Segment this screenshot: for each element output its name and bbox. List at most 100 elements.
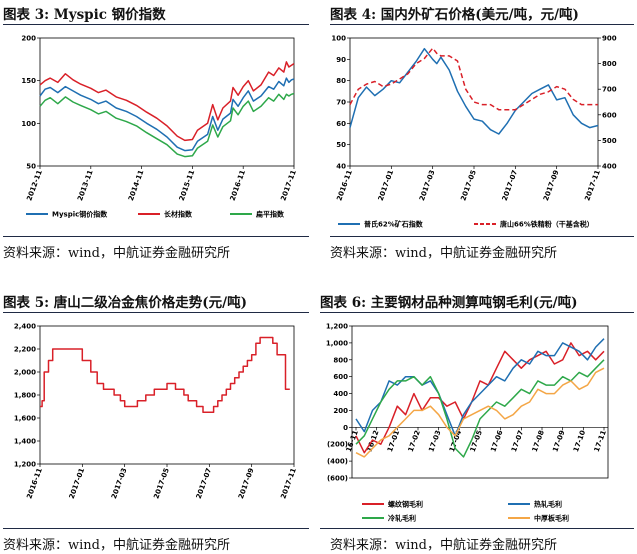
y-tick-label: 60 [336,120,346,128]
y-tick-label: 80 [336,77,346,85]
y-tick-label: 1,200 [14,461,36,469]
y-tick-label: 1,400 [14,438,36,446]
x-tick-label: 2012-11 [25,169,44,202]
x-tick-label: 17-06 [489,429,504,453]
y-tick-label: 150 [21,77,36,85]
series-line-4 [355,367,605,458]
y-tick-label: 600 [333,373,348,381]
legend-label-4: 中厚板毛利 [534,514,569,523]
y-tick-label: 90 [336,56,346,64]
chart-coke-price: 2,400 2,200 2,000 1,800 1,600 1,400 1,2002016-… [14,323,298,500]
legend-label-2: 唐山66%铁精粉（干基含税） [500,220,594,229]
panel-1-top-rule [3,24,309,25]
y-tick-label: 1,600 [14,415,36,423]
y-tick-label: 70 [336,99,346,107]
y-tick-label: 400 [333,390,348,398]
y-tick-label: 100 [331,35,346,43]
x-tick-label: 17-08 [531,429,546,453]
series-line-2 [39,61,295,142]
y-tick-label: 1,000 [326,339,348,347]
series-line-3 [355,359,605,458]
y-tick-label: (200) [327,441,348,449]
panel-4-source: 资料来源：wind，中航证券金融研究所 [330,538,557,553]
y-tick-label: 50 [26,163,36,171]
y-right-tick-label: 500 [602,137,617,145]
panel-4-title: 图表 6: 主要钢材品种测算吨钢毛利(元/吨) [320,295,578,311]
panel-2-source: 资料来源：wind，中航证券金融研究所 [330,246,557,261]
series-line-2 [355,338,605,437]
y-tick-label: 200 [333,407,348,415]
legend-label-3: 扁平指数 [256,210,285,219]
x-tick-label: 2013-11 [76,169,95,202]
series-line-1 [349,47,599,135]
legend-label-2: 长材指数 [164,210,193,219]
y-tick-label: 2,000 [14,369,36,377]
x-tick-label: 2015-11 [178,169,197,202]
panel-3-title: 图表 5: 唐山二级冶金焦价格走势(元/吨) [3,295,247,311]
series-line-1 [39,77,295,152]
series-line-2 [349,47,598,111]
legend-label-2: 热轧毛利 [534,500,562,509]
panel-4-bottom-rule [320,528,634,529]
plot-frame [351,325,609,479]
x-tick-label: 17-02 [407,429,422,453]
x-tick-label: 17-01 [386,429,401,453]
panel-2-top-rule [330,24,634,25]
y-right-tick-label: 600 [602,111,617,119]
series-line-1 [355,342,605,454]
x-tick-label: 17-11 [593,429,608,453]
y-tick-label: 800 [333,356,348,364]
legend-label-1: Myspic钢价指数 [52,210,108,219]
y-tick-label: 200 [21,35,36,43]
y-tick-label: 1,200 [326,323,348,331]
panel-4-top-rule [320,312,634,313]
y-right-tick-label: 400 [602,163,617,171]
panel-2-title: 图表 4: 国内外矿石价格(美元/吨，元/吨) [330,7,579,23]
y-right-tick-label: 800 [602,60,617,68]
x-tick-label: 2017-11 [583,169,602,202]
y-right-tick-label: 900 [602,35,617,43]
legend-label-1: 普氏62%矿石指数 [364,220,424,229]
plot-frame [39,37,295,167]
panel-1-source: 资料来源：wind，中航证券金融研究所 [3,246,230,261]
y-right-tick-label: 700 [602,86,617,94]
x-tick-label: 2017-07 [501,169,520,202]
y-tick-label: 40 [336,163,346,171]
x-tick-label: 17-09 [551,429,566,453]
y-tick-label: (600) [327,475,348,483]
x-tick-label: 2016-11 [335,169,354,202]
x-tick-label: 2017-09 [542,169,561,202]
y-tick-label: 0 [343,424,348,432]
legend-label-1: 螺纹钢毛利 [388,500,423,509]
x-tick-label: 2017-07 [195,467,214,500]
chart-steel-gross-margin: 1,200 1,000 800 600 400 200 0 (200) (400) (600) 16… [326,323,609,523]
panel-3-top-rule [3,312,309,313]
x-tick-label: 17-10 [572,429,587,453]
x-tick-label: 2016-11 [25,467,44,500]
panel-1-title: 图表 3: Myspic 钢价指数 [3,7,166,23]
x-tick-label: 2017-03 [110,467,129,500]
x-tick-label: 17-07 [510,429,525,453]
y-tick-label: 2,200 [14,346,36,354]
x-tick-label: 2017-09 [237,467,256,500]
x-tick-label: 2017-01 [68,467,87,500]
x-tick-label: 2017-03 [418,169,437,202]
y-tick-label: 100 [21,120,36,128]
y-tick-label: 1,800 [14,392,36,400]
panel-3-bottom-rule [3,528,309,529]
x-tick-label: 2016-11 [229,169,248,202]
x-tick-label: 2017-05 [152,467,171,500]
x-tick-label: 16-12 [365,429,380,453]
panel-2-bottom-rule [330,236,634,237]
y-tick-label: 2,400 [14,323,36,331]
x-tick-label: 2017-01 [377,169,396,202]
chart-iron-ore-price: 100 90 80 70 60 50 40 900 800 700 600 500 400 2016-11… [331,35,617,229]
x-tick-label: 2017-05 [459,169,478,202]
plot-frame [349,37,599,167]
series-line-3 [39,92,295,158]
series-line-1 [40,336,290,414]
panel-3-source: 资料来源：wind，中航证券金融研究所 [3,538,230,553]
x-tick-label: 2014-11 [127,169,146,202]
y-tick-label: (400) [327,458,348,466]
